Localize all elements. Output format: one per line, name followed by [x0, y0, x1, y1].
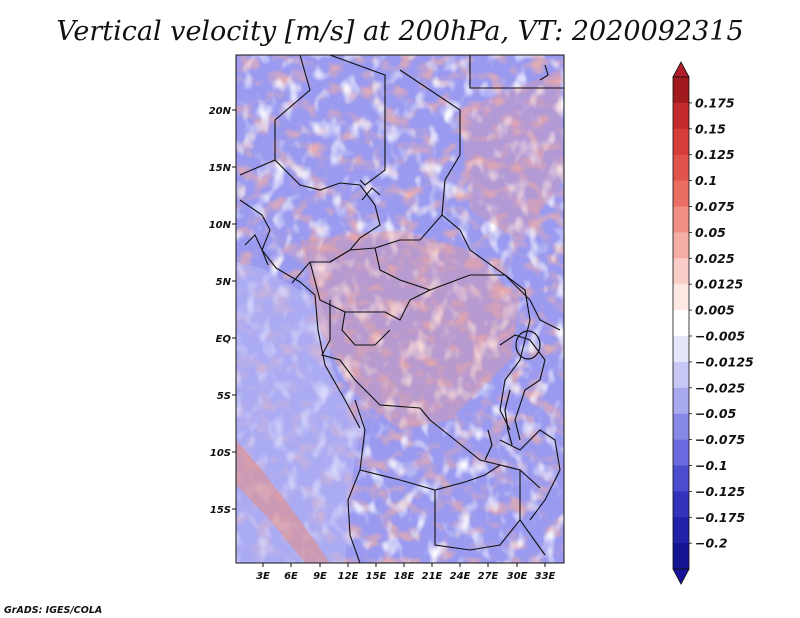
lat-tick-marks [232, 109, 236, 510]
colorbar-swatch [673, 128, 689, 155]
lat-tick-label: EQ [216, 334, 232, 345]
colorbar-label: 0.025 [695, 251, 735, 266]
lat-tick-label: 15S [210, 505, 231, 516]
country-borders [239, 55, 564, 563]
colorbar-label: −0.005 [695, 329, 745, 344]
colorbar-swatch [673, 387, 689, 414]
colorbar-label: −0.0125 [695, 354, 754, 369]
lat-tick-label: 5S [217, 391, 231, 402]
lon-tick-label: 3E [256, 571, 270, 582]
lat-tick-label: 5N [216, 277, 232, 288]
colorbar-swatch [673, 154, 689, 181]
colorbar-swatch [673, 206, 689, 233]
grads-credit: GrADS: IGES/COLA [4, 605, 102, 616]
lon-tick-marks [262, 563, 546, 567]
lon-axis-labels: 3E 6E 9E 12E 15E 18E 21E 24E 27E 30E 33E [256, 571, 555, 582]
map-panel [232, 54, 565, 567]
lon-tick-label: 27E [478, 571, 499, 582]
colorbar-swatch [673, 361, 689, 389]
lat-tick-label: 10S [210, 448, 231, 459]
colorbar-label: 0.005 [695, 303, 735, 318]
lat-tick-label: 15N [209, 163, 232, 174]
colorbar-swatch [673, 77, 689, 104]
colorbar-label: 0.175 [695, 95, 735, 110]
colorbar-swatch [673, 180, 689, 207]
colorbar-label: 0.075 [695, 199, 735, 214]
colorbar-bottom-arrow [672, 568, 690, 585]
colorbar-label: −0.075 [695, 432, 745, 447]
lon-tick-label: 24E [450, 571, 471, 582]
colorbar-swatch [673, 258, 689, 285]
lon-tick-label: 9E [313, 571, 327, 582]
colorbar-label: 0.0125 [695, 277, 744, 292]
colorbar-swatch [673, 491, 689, 518]
lat-tick-label: 20N [209, 106, 232, 117]
colorbar-swatch [673, 102, 689, 130]
lon-tick-label: 12E [338, 571, 359, 582]
colorbar-label: −0.2 [695, 536, 728, 551]
lon-tick-label: 6E [284, 571, 298, 582]
lon-tick-label: 33E [535, 571, 556, 582]
lon-tick-label: 30E [507, 571, 528, 582]
map-frame [235, 54, 565, 564]
colorbar-label: 0.1 [695, 173, 717, 188]
chart-title: Vertical velocity [m/s] at 200hPa, VT: 2… [56, 16, 743, 47]
colorbar-top-arrow [672, 61, 690, 78]
colorbar-swatch [673, 310, 689, 337]
lon-tick-label: 15E [366, 571, 387, 582]
colorbar-swatch [673, 284, 689, 311]
colorbar-swatch [673, 543, 689, 570]
lon-tick-label: 21E [422, 571, 443, 582]
lakes [484, 330, 541, 461]
reddish-band-sw [236, 440, 330, 563]
colorbar: 0.175 0.15 0.125 0.1 0.075 0.05 0.025 0.0125 0.0… [672, 61, 754, 585]
colorbar-label: 0.15 [695, 121, 726, 136]
lat-axis-labels: 20N 15N 10N 5N EQ 5S 10S 15S [209, 106, 232, 516]
colorbar-swatch [673, 232, 689, 259]
colorbar-swatch [673, 465, 689, 492]
colorbar-label: −0.1 [695, 458, 728, 473]
colorbar-label: −0.125 [695, 484, 745, 499]
colorbar-label: −0.025 [695, 380, 745, 395]
colorbar-swatch [673, 413, 689, 440]
colorbar-label: −0.175 [695, 510, 745, 525]
colorbar-label: 0.05 [695, 225, 726, 240]
colorbar-swatch [673, 439, 689, 466]
lat-tick-label: 10N [209, 220, 232, 231]
colorbar-swatch [673, 336, 689, 363]
colorbar-swatch [673, 517, 689, 544]
colorbar-label: −0.05 [695, 406, 737, 421]
lon-tick-label: 18E [394, 571, 415, 582]
colorbar-label: 0.125 [695, 147, 735, 162]
reddish-band-ne [460, 70, 564, 240]
